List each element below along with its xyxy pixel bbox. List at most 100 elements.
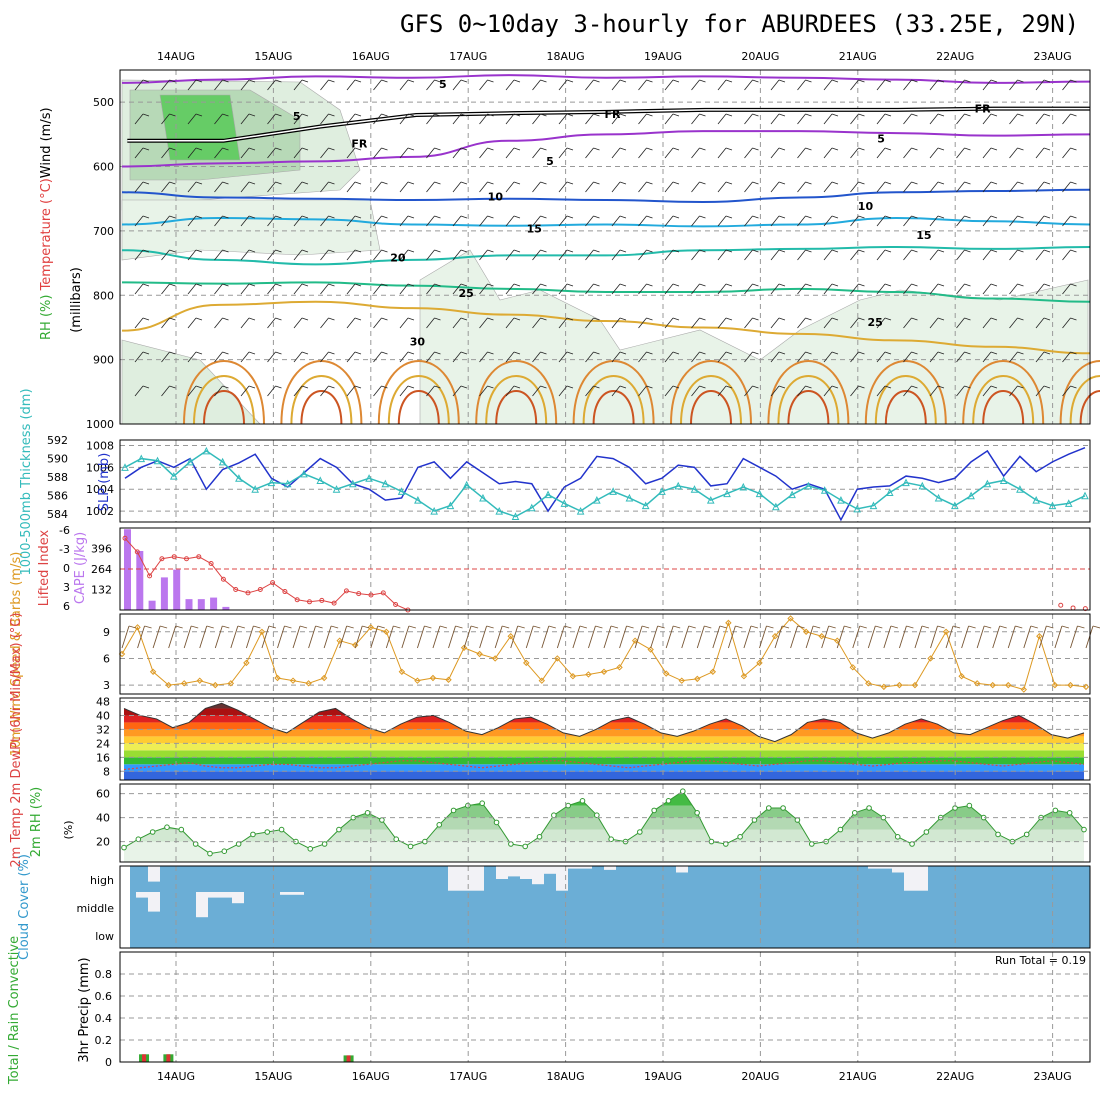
wind-barb-flag xyxy=(778,181,786,185)
wind-barb-flag xyxy=(222,317,229,321)
wind-barb-flag xyxy=(354,215,362,219)
wind-barb xyxy=(770,317,780,329)
rh2m-point xyxy=(608,836,614,843)
wind-barb xyxy=(611,147,621,159)
wind-barb xyxy=(691,351,700,363)
rh2m-point xyxy=(164,824,170,831)
wind-barb xyxy=(346,351,356,363)
wind-barb-flag xyxy=(142,181,150,185)
warm-contour xyxy=(397,390,440,425)
wind10-barb-flag xyxy=(719,625,727,629)
precip-panel-frame xyxy=(119,951,1091,1063)
wind10-barb xyxy=(681,625,690,649)
precip-tick: 0.8 xyxy=(95,968,113,981)
wind-barb xyxy=(585,215,594,227)
wind10-barb-flag xyxy=(299,625,308,629)
cloud-high-bar xyxy=(916,866,928,891)
slp-tick: 1004 xyxy=(86,483,114,496)
wind-barb-flag xyxy=(540,215,547,219)
wind-barb xyxy=(399,215,409,227)
wind-barb-flag xyxy=(964,283,971,287)
warm-contour xyxy=(982,390,1025,425)
wind-barb xyxy=(744,147,753,159)
wind-barb-flag xyxy=(169,215,176,219)
wind-barb-flag xyxy=(911,385,918,389)
wind-barb-flag xyxy=(407,215,415,219)
wind-barb xyxy=(452,79,462,91)
wind-barb xyxy=(638,351,647,363)
thickness-marker xyxy=(934,493,943,502)
warm-contour xyxy=(475,360,558,425)
wind-barb xyxy=(717,249,727,261)
wind-barb xyxy=(982,385,992,397)
wind-barb-flag xyxy=(1017,317,1024,321)
warm-contour xyxy=(874,375,937,425)
wind-barb xyxy=(1035,113,1045,125)
thickness-marker xyxy=(267,478,276,487)
li-tick: 3 xyxy=(63,581,70,594)
wind-barb xyxy=(797,215,806,227)
temp-band xyxy=(124,703,1084,709)
wind-barb-flag xyxy=(805,79,812,83)
wind-barb xyxy=(161,113,170,125)
wind10-point xyxy=(740,673,748,680)
rh2m-ylabel: 2m RH (%) xyxy=(29,787,44,858)
wind-barb-flag xyxy=(460,147,468,151)
thickness-marker xyxy=(918,481,927,490)
wind-barb-flag xyxy=(195,181,203,185)
wind-barb xyxy=(956,79,965,91)
cape-bar xyxy=(136,550,144,610)
temp2m-ylabel: 2m Temp 2m DewPt (6hr Min/Max) (°C) xyxy=(9,613,24,868)
wind-barb-flag xyxy=(646,317,653,321)
wind10-point xyxy=(445,676,452,683)
wind-barb xyxy=(982,147,992,159)
wind-barb-flag xyxy=(301,351,309,355)
rh2m-point xyxy=(694,810,700,816)
wind10-barb xyxy=(1038,625,1047,649)
wind-barb-flag xyxy=(725,113,733,117)
thickness-marker xyxy=(397,487,406,495)
wind-barb xyxy=(134,317,144,329)
wind10-barb-flag xyxy=(284,625,292,629)
wind-barb-flag xyxy=(142,147,150,151)
wind-barb-flag xyxy=(434,181,441,185)
wind10-barb-flag xyxy=(191,625,199,629)
rh2m-point xyxy=(321,841,328,847)
wind-barb xyxy=(717,181,727,193)
wind10-barb-flag xyxy=(455,625,463,629)
wind-barb-flag xyxy=(725,215,733,219)
wind-barb-flag xyxy=(778,249,786,253)
wind-barb xyxy=(691,283,700,295)
wind-barb xyxy=(823,283,833,295)
cloud-high-bar xyxy=(148,866,160,882)
wind-barb-flag xyxy=(699,113,706,117)
wind-barb-flag xyxy=(805,385,812,389)
wind-barb xyxy=(373,79,382,91)
date-label-bottom: 17AUG xyxy=(449,1070,487,1083)
wind-barb xyxy=(876,79,886,91)
wind-barb-flag xyxy=(460,113,468,117)
wind-barb xyxy=(903,79,912,91)
wind10-barb xyxy=(1070,625,1078,649)
wind-barb xyxy=(532,181,541,193)
wind-barb xyxy=(240,385,250,397)
wind10-point xyxy=(134,624,141,631)
wind10-barb-flag xyxy=(393,625,401,629)
wind-barb xyxy=(929,113,939,125)
wind-barb-flag xyxy=(964,147,971,151)
wind-barb-flag xyxy=(354,181,362,185)
wind-barb xyxy=(320,317,329,329)
cloud-mid-bar xyxy=(208,892,220,898)
wind-barb xyxy=(320,147,329,159)
contour-label: 10 xyxy=(488,191,504,204)
wind10-barb xyxy=(541,625,550,649)
wind-barb xyxy=(505,351,515,363)
wind10-point xyxy=(212,681,219,689)
rh2m-point xyxy=(207,850,213,857)
wind10-barb-flag xyxy=(641,625,650,629)
wind-barb xyxy=(214,351,223,363)
wind-barb xyxy=(1062,147,1071,159)
wind-barb-flag xyxy=(195,351,203,355)
wind10-barb-flag xyxy=(1015,625,1023,629)
